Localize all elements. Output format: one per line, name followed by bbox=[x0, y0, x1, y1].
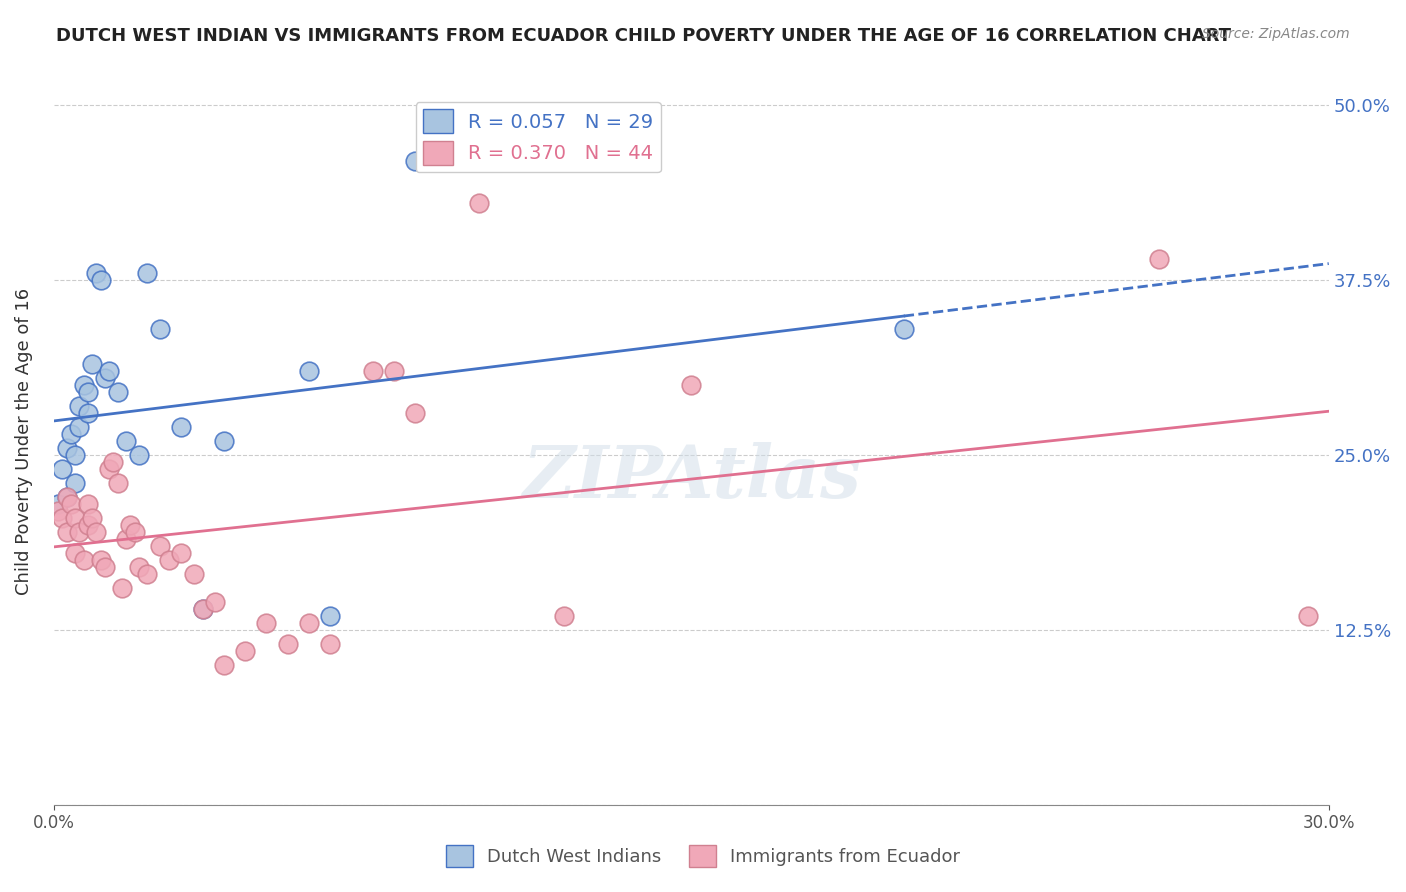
Point bbox=[86, 266, 108, 280]
Point bbox=[55, 524, 77, 539]
Point bbox=[80, 357, 103, 371]
Point bbox=[191, 602, 214, 616]
Point bbox=[136, 566, 159, 581]
Point bbox=[63, 475, 86, 490]
Point bbox=[170, 420, 193, 434]
Legend: R = 0.057   N = 29, R = 0.370   N = 44: R = 0.057 N = 29, R = 0.370 N = 44 bbox=[416, 102, 661, 172]
Point bbox=[76, 497, 98, 511]
Point bbox=[103, 455, 125, 469]
Point bbox=[468, 196, 491, 211]
Point bbox=[298, 615, 321, 630]
Point bbox=[46, 504, 69, 518]
Text: Source: ZipAtlas.com: Source: ZipAtlas.com bbox=[1202, 27, 1350, 41]
Point bbox=[361, 364, 384, 378]
Point bbox=[382, 364, 405, 378]
Point bbox=[128, 560, 150, 574]
Point bbox=[98, 462, 121, 476]
Point bbox=[124, 524, 146, 539]
Point bbox=[136, 266, 159, 280]
Point bbox=[1147, 252, 1170, 267]
Point bbox=[63, 448, 86, 462]
Point bbox=[107, 475, 129, 490]
Point bbox=[111, 581, 134, 595]
Point bbox=[277, 637, 299, 651]
Point bbox=[67, 399, 90, 413]
Text: ZIPAtlas: ZIPAtlas bbox=[522, 442, 860, 513]
Point bbox=[59, 427, 82, 442]
Point bbox=[893, 322, 915, 336]
Point bbox=[63, 546, 86, 560]
Point bbox=[149, 539, 172, 553]
Point bbox=[233, 644, 256, 658]
Point bbox=[1296, 608, 1319, 623]
Point bbox=[90, 273, 112, 287]
Point bbox=[76, 385, 98, 400]
Point bbox=[67, 524, 90, 539]
Legend: Dutch West Indians, Immigrants from Ecuador: Dutch West Indians, Immigrants from Ecua… bbox=[439, 838, 967, 874]
Point bbox=[204, 595, 226, 609]
Point bbox=[212, 657, 235, 672]
Point bbox=[94, 560, 117, 574]
Point bbox=[170, 546, 193, 560]
Text: DUTCH WEST INDIAN VS IMMIGRANTS FROM ECUADOR CHILD POVERTY UNDER THE AGE OF 16 C: DUTCH WEST INDIAN VS IMMIGRANTS FROM ECU… bbox=[56, 27, 1232, 45]
Point bbox=[157, 553, 180, 567]
Point bbox=[212, 434, 235, 448]
Point bbox=[86, 524, 108, 539]
Point bbox=[55, 490, 77, 504]
Point bbox=[120, 518, 142, 533]
Point bbox=[76, 406, 98, 420]
Point bbox=[107, 385, 129, 400]
Point bbox=[55, 490, 77, 504]
Point bbox=[94, 371, 117, 385]
Point bbox=[681, 378, 703, 392]
Point bbox=[254, 615, 277, 630]
Point bbox=[553, 608, 575, 623]
Point bbox=[115, 434, 138, 448]
Point bbox=[404, 406, 426, 420]
Point bbox=[59, 497, 82, 511]
Point bbox=[404, 154, 426, 169]
Point bbox=[90, 553, 112, 567]
Point bbox=[191, 602, 214, 616]
Point bbox=[319, 608, 342, 623]
Point bbox=[51, 462, 73, 476]
Point bbox=[319, 637, 342, 651]
Point bbox=[72, 378, 94, 392]
Point bbox=[80, 511, 103, 525]
Point bbox=[55, 441, 77, 455]
Point bbox=[149, 322, 172, 336]
Point bbox=[63, 511, 86, 525]
Point bbox=[67, 420, 90, 434]
Point bbox=[46, 497, 69, 511]
Point bbox=[51, 511, 73, 525]
Point bbox=[98, 364, 121, 378]
Point bbox=[128, 448, 150, 462]
Point bbox=[183, 566, 205, 581]
Point bbox=[298, 364, 321, 378]
Point bbox=[76, 518, 98, 533]
Point bbox=[72, 553, 94, 567]
Point bbox=[115, 532, 138, 546]
Y-axis label: Child Poverty Under the Age of 16: Child Poverty Under the Age of 16 bbox=[15, 287, 32, 595]
